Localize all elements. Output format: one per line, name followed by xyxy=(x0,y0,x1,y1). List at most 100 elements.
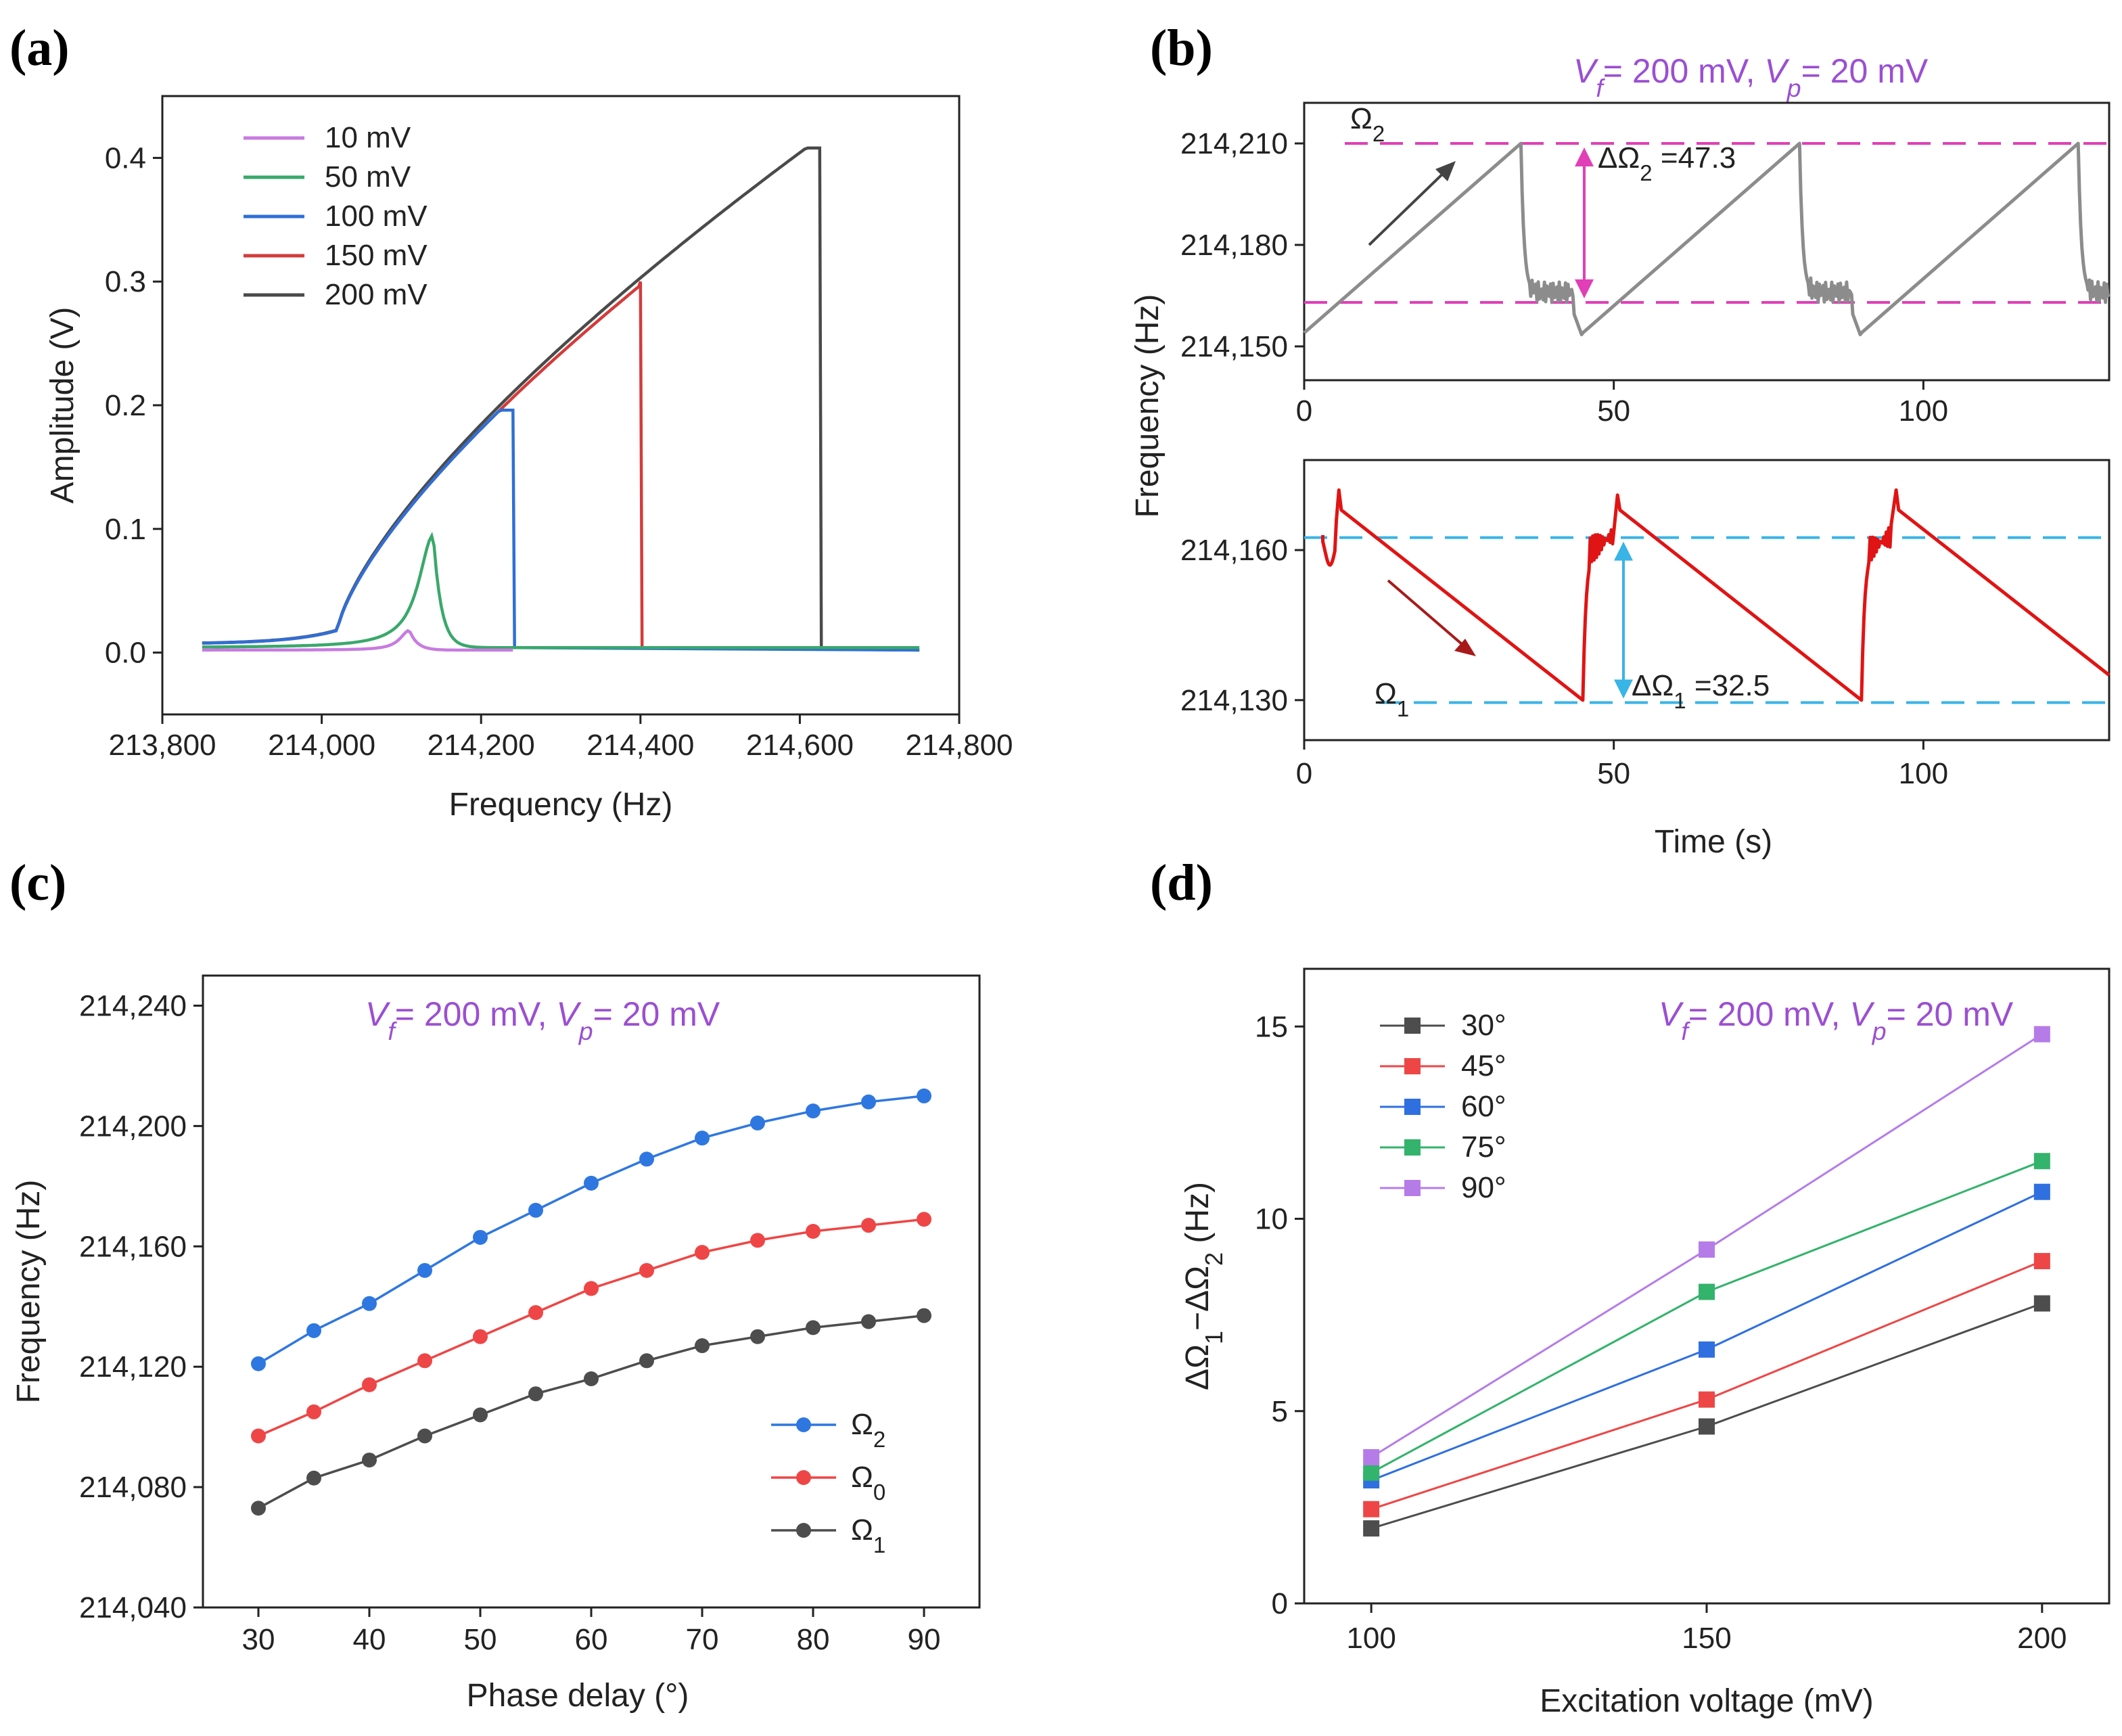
panel-a-ytick-label: 0.3 xyxy=(105,265,146,298)
panel-c-point-omega2 xyxy=(473,1229,488,1245)
panel-d-point-30deg xyxy=(1699,1418,1715,1435)
panel-b-top-xtick-label: 50 xyxy=(1597,394,1630,428)
panel-d-point-30deg xyxy=(1363,1520,1380,1537)
panel-b-bottom-ytick-label: 214,160 xyxy=(1180,534,1288,567)
panel-c-point-omega0 xyxy=(750,1233,765,1248)
panel-a-xlabel: Frequency (Hz) xyxy=(449,787,673,823)
panel-c-point-omega1 xyxy=(362,1453,377,1468)
panel-a-xtick-label: 214,800 xyxy=(905,729,1013,762)
panel-a-curve-150mv xyxy=(202,281,920,652)
panel-c-line-omega1 xyxy=(258,1314,925,1509)
panel-d-point-90deg xyxy=(1699,1241,1715,1258)
panel-label-b: (b) xyxy=(1150,20,1213,76)
panel-a-xtick-label: 214,600 xyxy=(746,729,854,762)
panel-d-ytick-label: 0 xyxy=(1272,1587,1288,1620)
panel-c-point-omega1 xyxy=(861,1314,876,1329)
panel-d-legend-marker xyxy=(1404,1099,1421,1115)
panel-b-bottom-xtick-label: 0 xyxy=(1296,757,1312,790)
panel-d-point-90deg xyxy=(2033,1026,2050,1043)
panel-d-excitation-chart: 100 150 200 0 5 10 15 Excitation voltage (mV) ΔΩ… xyxy=(1180,967,2111,1719)
panel-c-ytick-label: 214,160 xyxy=(79,1230,187,1263)
panel-d-line-60deg xyxy=(1370,1191,2043,1482)
panel-c-point-omega1 xyxy=(473,1407,488,1423)
panel-d-point-45deg xyxy=(2033,1253,2050,1270)
panel-a-curve-10mv xyxy=(202,629,513,652)
panel-d-xtick-label: 150 xyxy=(1682,1622,1731,1655)
panel-c-xtick-label: 80 xyxy=(797,1623,830,1656)
panel-c-phase-delay-chart: 30 40 50 60 70 80 90 214,040 214,080 214,120 214,1… xyxy=(11,974,981,1714)
panel-b-top-ytick-label: 214,180 xyxy=(1180,229,1288,262)
panel-a-axes xyxy=(161,95,961,716)
panel-c-point-omega2 xyxy=(362,1296,377,1311)
panel-c-point-omega0 xyxy=(639,1262,654,1278)
panel-a-curve-50mv xyxy=(202,531,920,649)
panel-c-point-omega2 xyxy=(861,1094,876,1110)
panel-c-point-omega2 xyxy=(584,1175,599,1191)
panel-d-point-75deg xyxy=(1363,1464,1380,1481)
panel-d-line-30deg xyxy=(1370,1302,2043,1530)
panel-c-point-omega1 xyxy=(917,1308,931,1323)
panel-c-point-omega0 xyxy=(861,1218,876,1233)
panel-c-point-omega0 xyxy=(584,1281,599,1296)
panel-c-point-omega1 xyxy=(306,1470,321,1486)
panel-a-ytick-label: 0.2 xyxy=(105,389,146,422)
panel-c-xtick-label: 30 xyxy=(242,1623,275,1656)
panel-b-top-ytick-label: 214,210 xyxy=(1180,127,1288,160)
panel-c-point-omega0 xyxy=(417,1353,432,1369)
panel-b-ylabel: Frequency (Hz) xyxy=(1130,294,1166,518)
panel-b-top-ytick-label: 214,150 xyxy=(1180,330,1288,363)
panel-a-ytick-label: 0.0 xyxy=(105,637,146,670)
panel-c-point-omega1 xyxy=(251,1501,266,1516)
panel-d-point-75deg xyxy=(2033,1153,2050,1170)
panel-c-point-omega2 xyxy=(417,1262,432,1278)
panel-d-legend-label: 45° xyxy=(1461,1049,1506,1082)
panel-b-bottom-axes xyxy=(1303,459,2111,741)
panel-c-point-omega0 xyxy=(306,1404,321,1419)
panel-b-rise-arrow xyxy=(1368,168,1449,246)
panel-d-ytick-label: 15 xyxy=(1255,1010,1288,1043)
panel-d-legend-label: 75° xyxy=(1461,1130,1506,1164)
panel-b-top-xtick-label: 0 xyxy=(1296,394,1312,428)
panel-c-point-omega1 xyxy=(528,1386,543,1402)
panel-c-point-omega2 xyxy=(306,1323,321,1338)
panel-d-legend-marker xyxy=(1404,1018,1421,1034)
panel-c-xlabel: Phase delay (°) xyxy=(467,1678,689,1714)
panel-label-c: (c) xyxy=(9,854,66,911)
panel-d-ytick-label: 5 xyxy=(1272,1395,1288,1428)
panel-c-point-omega2 xyxy=(528,1202,543,1218)
panel-b-delta-omega1-arrow-bottom xyxy=(1614,679,1633,699)
panel-d-point-60deg xyxy=(1699,1341,1715,1358)
panel-b-fall-arrow-head xyxy=(1454,639,1476,656)
panel-b-delta-omega1-arrow-top xyxy=(1614,541,1633,561)
panel-d-legend-marker xyxy=(1404,1058,1421,1074)
panel-d-point-45deg xyxy=(1699,1391,1715,1408)
panel-a-legend-label: 10 mV xyxy=(325,121,411,154)
panel-d-legend-label: 60° xyxy=(1461,1090,1506,1123)
panel-b-fall-arrow xyxy=(1387,579,1468,649)
panel-c-point-omega1 xyxy=(695,1338,710,1354)
panel-b-xlabel: Time (s) xyxy=(1655,824,1772,860)
panel-b-rise-arrow-head xyxy=(1435,161,1456,181)
panel-c-xtick-label: 90 xyxy=(908,1623,941,1656)
panel-d-legend-marker xyxy=(1404,1180,1421,1196)
panel-c-legend-label: Ω0 xyxy=(851,1461,885,1505)
panel-a-xtick-label: 213,800 xyxy=(108,729,216,762)
panel-d-ytick-label: 10 xyxy=(1255,1203,1288,1236)
panel-c-point-omega1 xyxy=(584,1371,599,1386)
panel-label-a: (a) xyxy=(9,20,70,76)
panel-b-delta-omega2-arrow-bottom xyxy=(1575,279,1594,298)
panel-b-delta-omega2-arrow-top xyxy=(1575,147,1594,166)
panel-a-legend-label: 50 mV xyxy=(325,160,411,193)
panel-a-legend-label: 100 mV xyxy=(325,200,428,233)
panel-d-ylabel: ΔΩ1−ΔΩ2 (Hz) xyxy=(1180,1182,1228,1390)
panel-d-legend-label: 90° xyxy=(1461,1171,1506,1204)
panel-b-delta-omega1-label: ΔΩ1 =32.5 xyxy=(1632,669,1770,713)
panel-c-point-omega2 xyxy=(750,1115,765,1130)
panel-c-xtick-label: 70 xyxy=(686,1623,719,1656)
panel-c-point-omega0 xyxy=(695,1245,710,1260)
panel-a-legend-label: 200 mV xyxy=(325,278,428,311)
panel-c-point-omega2 xyxy=(695,1130,710,1146)
panel-a-xtick-label: 214,000 xyxy=(268,729,375,762)
panel-c-ylabel: Frequency (Hz) xyxy=(11,1180,47,1404)
